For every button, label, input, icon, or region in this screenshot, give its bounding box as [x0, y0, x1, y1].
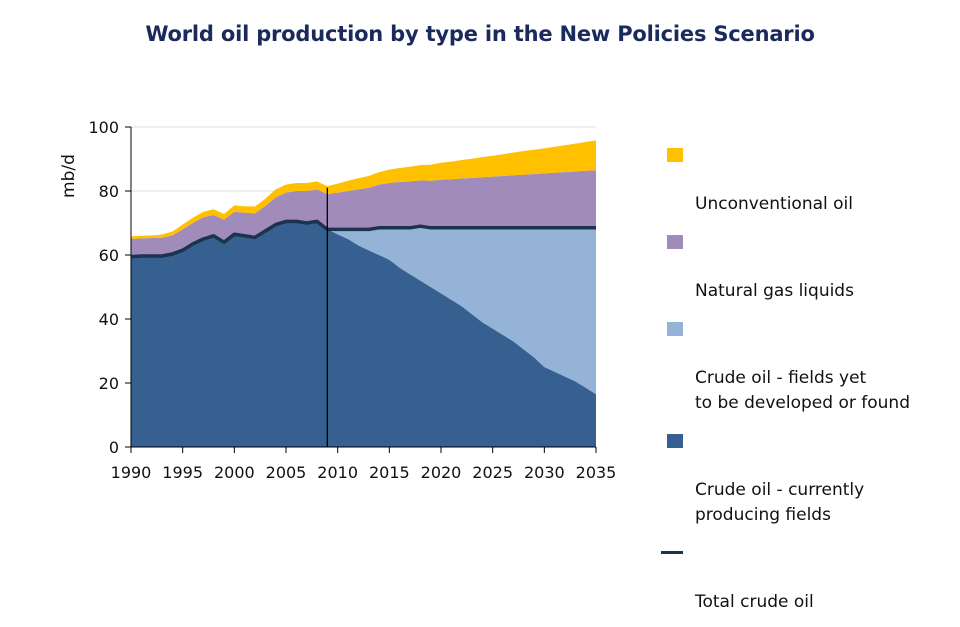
legend-label: Natural gas liquids: [695, 281, 854, 301]
area-crude-oil-fields-yet-to-be-developed-or-found: [131, 221, 596, 395]
x-tick-label: 2005: [266, 463, 307, 482]
x-tick-label: 2035: [576, 463, 617, 482]
legend-item-unconventional-oil: Unconventional oil: [665, 142, 955, 217]
legend-item-natural-gas-liquids: Natural gas liquids: [665, 229, 955, 304]
area-crude-oil-currently-producing-fields: [131, 221, 596, 447]
y-tick-label: 100: [88, 118, 119, 137]
legend-label: Crude oil - currently producing fields: [695, 480, 865, 525]
legend-label: Total crude oil: [695, 592, 814, 612]
x-tick-label: 2010: [317, 463, 358, 482]
x-tick-label: 1990: [111, 463, 152, 482]
legend-swatch-unconventional-oil: [667, 148, 683, 162]
legend-item-crude-currently-producing: Crude oil - currently producing fields: [665, 428, 955, 528]
y-axis-label: mb/d: [59, 154, 79, 198]
y-tick-label: 60: [99, 246, 119, 265]
y-tick-label: 0: [109, 438, 119, 457]
x-tick-label: 2000: [214, 463, 255, 482]
area-unconventional-oil: [131, 140, 596, 239]
legend-label: Crude oil - fields yet to be developed o…: [695, 368, 910, 413]
line-series: [130, 219, 596, 259]
stacked-areas: [131, 140, 596, 447]
x-tick-label: 2015: [369, 463, 410, 482]
legend-swatch-natural-gas-liquids: [667, 235, 683, 249]
legend-swatch-crude-yet-to-be-developed: [667, 322, 683, 336]
x-tick-label: 2025: [472, 463, 513, 482]
legend-item-total-crude-oil: Total crude oil: [661, 540, 955, 615]
legend-label: Unconventional oil: [695, 194, 853, 214]
legend-swatch-total-crude-oil: [661, 551, 683, 554]
x-tick-label: 1995: [162, 463, 203, 482]
x-tick-label: 2020: [421, 463, 462, 482]
axes: 0 20 40 60 80 100 1990 1995 2000 2005 2010 2015 2020…: [88, 118, 616, 482]
legend-item-crude-yet-to-be-developed: Crude oil - fields yet to be developed o…: [665, 316, 955, 416]
x-tick-label: 2030: [524, 463, 565, 482]
chart-title: World oil production by type in the New …: [145, 22, 815, 46]
legend-swatch-crude-currently-producing: [667, 434, 683, 448]
y-tick-label: 20: [99, 374, 119, 393]
y-tick-label: 40: [99, 310, 119, 329]
legend: Unconventional oil Natural gas liquids C…: [661, 142, 955, 627]
chart-area: 0 20 40 60 80 100 1990 1995 2000 2005 2010 2015 2020…: [59, 118, 616, 482]
line-total-crude-oil: [130, 219, 596, 259]
y-tick-label: 80: [99, 182, 119, 201]
